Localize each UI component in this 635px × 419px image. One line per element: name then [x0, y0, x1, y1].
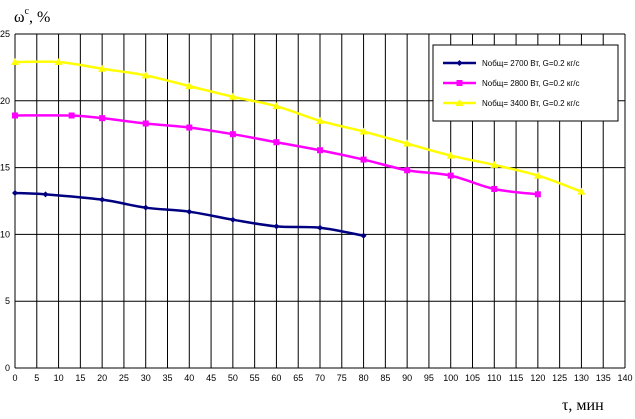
- x-tick-label: 15: [75, 373, 85, 383]
- data-point: [490, 160, 499, 168]
- data-point: [186, 208, 193, 215]
- data-point: [491, 185, 498, 192]
- data-point: [141, 71, 150, 79]
- y-tick-label: 10: [0, 229, 10, 239]
- data-point: [403, 139, 412, 147]
- data-point: [229, 131, 236, 138]
- legend-swatch-marker: [456, 60, 463, 66]
- y-axis-label-suffix: , %: [29, 9, 50, 26]
- data-point: [228, 92, 237, 100]
- legend-label: Nобщ= 2700 Вт, G=0.2 кг/с: [482, 59, 579, 68]
- data-point: [273, 139, 280, 146]
- data-point: [316, 116, 324, 124]
- legend-swatch-marker: [456, 80, 463, 86]
- data-point: [186, 124, 193, 131]
- x-tick-label: 40: [184, 373, 194, 383]
- x-tick-label: 45: [206, 373, 216, 383]
- x-tick-label: 20: [97, 373, 107, 383]
- x-tick-label: 30: [141, 373, 151, 383]
- x-tick-label: 120: [530, 373, 545, 383]
- series-line: [14, 60, 582, 193]
- x-tick-label: 85: [380, 373, 390, 383]
- data-point: [11, 58, 19, 66]
- x-tick-label: 0: [12, 373, 17, 383]
- y-tick-label: 5: [5, 296, 10, 306]
- data-point: [533, 171, 542, 179]
- x-tick-labels: 0 5 10 15 20 25 30 35 40 45 50 55 60 65 70 75 80 85 90 95 10…: [12, 373, 632, 383]
- data-point: [360, 232, 367, 239]
- data-point: [447, 172, 454, 179]
- data-point: [12, 189, 18, 196]
- data-point: [185, 82, 194, 90]
- data-point: [360, 156, 367, 163]
- x-tick-label: 110: [487, 373, 501, 383]
- data-point: [142, 120, 149, 127]
- series-1: [12, 189, 367, 239]
- data-point: [68, 112, 75, 119]
- x-tick-label: 70: [315, 373, 325, 383]
- x-tick-label: 90: [402, 373, 412, 383]
- legend-swatch-marker: [455, 99, 464, 106]
- x-tick-label: 50: [228, 373, 238, 383]
- y-tick-label: 25: [0, 29, 10, 39]
- axes: [14, 34, 625, 369]
- x-tick-label: 100: [443, 373, 458, 383]
- data-point: [142, 204, 149, 211]
- x-tick-label: 75: [337, 373, 347, 383]
- x-tick-label: 5: [34, 373, 39, 383]
- grid-lines: [15, 33, 626, 368]
- data-point: [98, 64, 107, 72]
- series-2: [12, 112, 541, 198]
- data-point: [99, 115, 106, 122]
- x-tick-label: 10: [54, 373, 64, 383]
- y-tick-label: 15: [0, 163, 10, 173]
- data-point: [317, 147, 323, 154]
- y-axis-label-base: ω: [14, 9, 25, 26]
- x-tick-label: 65: [293, 373, 303, 383]
- x-axis-label: τ, мин: [562, 397, 604, 414]
- y-tick-labels: 0 5 10 15 20 25: [0, 29, 10, 373]
- data-point: [359, 127, 368, 135]
- x-tick-label: 95: [424, 373, 434, 383]
- data-point: [577, 187, 586, 195]
- data-point: [446, 151, 455, 159]
- data-point: [317, 224, 323, 231]
- legend: Nобщ= 2700 Вт, G=0.2 кг/с Nобщ= 2800 Вт, …: [432, 44, 619, 122]
- x-tick-label: 125: [552, 373, 567, 383]
- x-tick-label: 25: [119, 373, 129, 383]
- x-tick-label: 80: [359, 373, 369, 383]
- series-3: [11, 58, 586, 195]
- data-point: [273, 223, 280, 230]
- data-point: [404, 167, 411, 174]
- x-tick-label: 60: [271, 373, 281, 383]
- data-point: [42, 191, 49, 198]
- legend-label: Nобщ= 2800 Вт, G=0.2 кг/с: [482, 79, 579, 88]
- data-point: [272, 102, 281, 110]
- x-tick-label: 135: [596, 373, 611, 383]
- legend-item: Nобщ= 3400 Вт, G=0.2 кг/с: [443, 99, 579, 108]
- data-point: [12, 112, 18, 119]
- x-tick-label: 130: [574, 373, 589, 383]
- legend-item: Nобщ= 2800 Вт, G=0.2 кг/с: [443, 79, 579, 88]
- series-group: [11, 58, 586, 239]
- x-tick-label: 35: [162, 373, 172, 383]
- legend-item: Nобщ= 2700 Вт, G=0.2 кг/с: [443, 59, 579, 68]
- x-tick-label: 140: [617, 373, 632, 383]
- data-point: [99, 196, 106, 203]
- x-tick-label: 115: [509, 373, 523, 383]
- y-tick-label: 0: [5, 363, 10, 373]
- legend-label: Nобщ= 3400 Вт, G=0.2 кг/с: [482, 99, 579, 108]
- y-axis-label: ωc, %: [14, 6, 50, 26]
- y-tick-label: 20: [0, 96, 10, 106]
- data-point: [54, 58, 63, 66]
- x-tick-label: 55: [250, 373, 260, 383]
- x-tick-label: 105: [465, 373, 480, 383]
- data-point: [229, 216, 236, 223]
- y-axis-label-sup: c: [25, 6, 30, 17]
- data-point: [534, 191, 541, 198]
